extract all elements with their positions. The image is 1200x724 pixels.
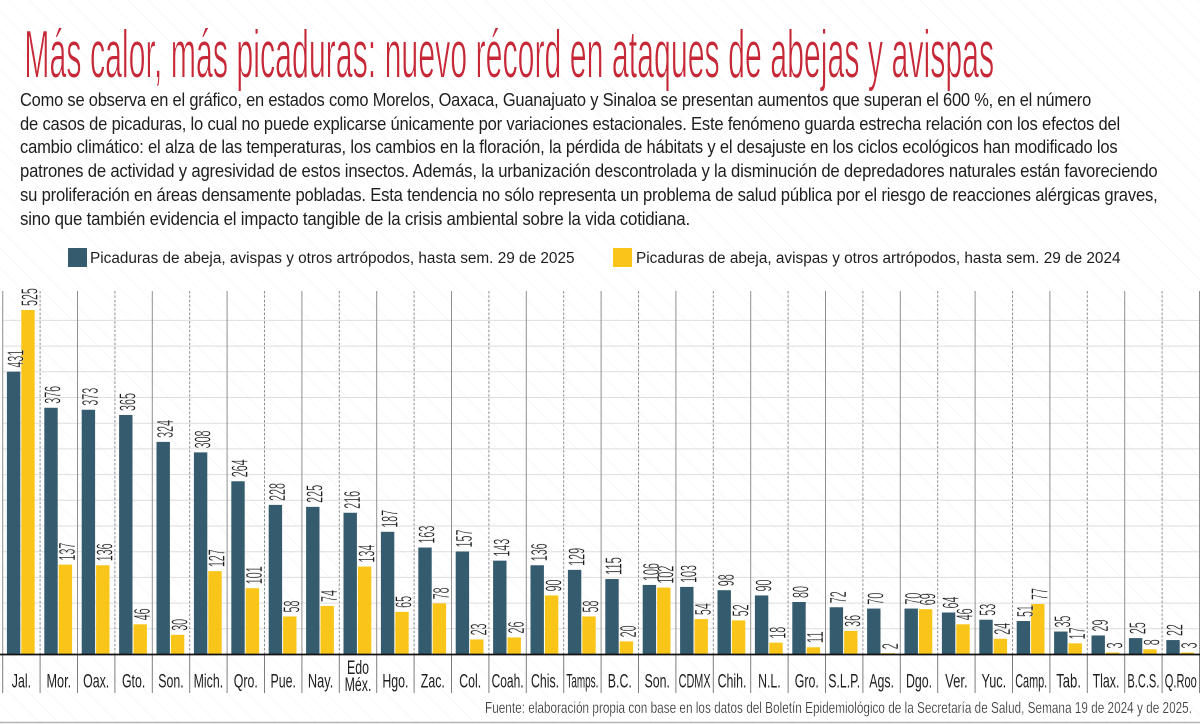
svg-text:Nay.: Nay. <box>308 672 333 693</box>
svg-text:2: 2 <box>877 643 903 649</box>
svg-text:B.C.: B.C. <box>608 672 632 693</box>
svg-text:Tamps.: Tamps. <box>566 672 598 693</box>
svg-text:Ags.: Ags. <box>869 672 894 693</box>
svg-text:90: 90 <box>750 580 776 592</box>
svg-text:CDMX: CDMX <box>679 672 711 693</box>
svg-text:17: 17 <box>1064 627 1090 639</box>
svg-text:Ver.: Ver. <box>945 672 968 693</box>
svg-text:134: 134 <box>353 545 379 563</box>
svg-text:Yuc.: Yuc. <box>981 672 1006 693</box>
svg-text:8: 8 <box>1139 639 1165 645</box>
svg-text:22: 22 <box>1162 624 1188 636</box>
svg-text:225: 225 <box>302 485 328 503</box>
svg-text:101: 101 <box>241 566 267 584</box>
svg-text:46: 46 <box>952 608 978 620</box>
svg-text:70: 70 <box>900 593 926 605</box>
svg-text:365: 365 <box>115 393 141 411</box>
svg-text:20: 20 <box>615 625 641 637</box>
svg-text:Qro.: Qro. <box>234 672 258 693</box>
svg-text:58: 58 <box>279 601 305 613</box>
svg-text:Dgo.: Dgo. <box>906 672 932 693</box>
svg-text:Zac.: Zac. <box>421 672 445 693</box>
svg-text:25: 25 <box>1124 622 1150 634</box>
svg-text:136: 136 <box>92 543 118 561</box>
svg-text:3: 3 <box>1101 643 1127 649</box>
svg-text:Edo: Edo <box>347 658 369 679</box>
svg-text:Son.: Son. <box>158 672 183 693</box>
svg-text:106: 106 <box>638 563 664 581</box>
svg-text:431: 431 <box>2 350 28 368</box>
svg-text:Pue.: Pue. <box>271 672 296 693</box>
svg-text:53: 53 <box>975 604 1001 616</box>
svg-text:Gro.: Gro. <box>795 672 819 693</box>
svg-text:Tab.: Tab. <box>1056 672 1081 693</box>
svg-text:Gto.: Gto. <box>122 672 145 693</box>
svg-text:Méx.: Méx. <box>345 675 372 696</box>
svg-text:103: 103 <box>676 565 702 583</box>
svg-text:72: 72 <box>825 591 851 603</box>
svg-text:52: 52 <box>727 604 753 616</box>
svg-text:74: 74 <box>316 590 342 602</box>
svg-text:525: 525 <box>17 288 43 306</box>
svg-text:Oax.: Oax. <box>83 672 109 693</box>
svg-text:Chis.: Chis. <box>531 672 559 693</box>
svg-text:69: 69 <box>914 593 940 605</box>
svg-text:30: 30 <box>166 619 192 631</box>
svg-text:78: 78 <box>428 587 454 599</box>
svg-text:23: 23 <box>466 624 492 636</box>
svg-text:Chih.: Chih. <box>718 672 747 693</box>
svg-text:136: 136 <box>526 543 552 561</box>
svg-text:11: 11 <box>802 631 828 643</box>
svg-text:29: 29 <box>1087 620 1113 632</box>
svg-text:51: 51 <box>1012 605 1038 617</box>
svg-text:157: 157 <box>451 530 477 548</box>
svg-text:54: 54 <box>690 603 716 615</box>
svg-text:143: 143 <box>489 539 515 557</box>
svg-text:Mich.: Mich. <box>194 672 224 693</box>
svg-text:80: 80 <box>788 586 814 598</box>
svg-text:3: 3 <box>1176 643 1200 649</box>
svg-text:127: 127 <box>204 549 230 567</box>
svg-text:N.L.: N.L. <box>758 672 781 693</box>
svg-text:Más calor, más picaduras: nuev: Más calor, más picaduras: nuevo récord e… <box>24 17 994 93</box>
svg-text:90: 90 <box>540 580 566 592</box>
svg-text:228: 228 <box>264 483 290 501</box>
svg-text:324: 324 <box>152 420 178 438</box>
svg-text:77: 77 <box>1027 588 1053 600</box>
svg-text:24: 24 <box>989 623 1015 635</box>
svg-text:115: 115 <box>601 557 627 575</box>
svg-text:187: 187 <box>376 510 402 528</box>
svg-text:Fuente: elaboración propia con: Fuente: elaboración propia con base en l… <box>485 700 1192 717</box>
svg-text:64: 64 <box>937 597 963 609</box>
svg-text:264: 264 <box>227 459 253 477</box>
svg-text:Hgo.: Hgo. <box>382 672 408 693</box>
svg-text:216: 216 <box>339 491 365 509</box>
svg-text:70: 70 <box>863 593 889 605</box>
svg-text:Coah.: Coah. <box>492 672 524 693</box>
svg-text:Mor.: Mor. <box>46 672 71 693</box>
svg-text:137: 137 <box>54 543 80 561</box>
svg-text:163: 163 <box>414 526 440 544</box>
svg-text:58: 58 <box>578 601 604 613</box>
svg-text:Camp.: Camp. <box>1015 672 1047 693</box>
svg-text:Son.: Son. <box>645 672 670 693</box>
svg-text:46: 46 <box>129 608 155 620</box>
svg-text:Jal.: Jal. <box>12 672 31 693</box>
svg-text:102: 102 <box>653 566 679 584</box>
svg-text:36: 36 <box>840 615 866 627</box>
svg-text:18: 18 <box>765 627 791 639</box>
svg-text:Tlax.: Tlax. <box>1093 672 1120 693</box>
svg-text:308: 308 <box>189 430 215 448</box>
svg-text:Col.: Col. <box>459 672 481 693</box>
svg-text:35: 35 <box>1050 616 1076 628</box>
svg-text:98: 98 <box>713 574 739 586</box>
svg-text:376: 376 <box>40 386 66 404</box>
svg-text:S.L.P.: S.L.P. <box>828 672 860 693</box>
svg-text:373: 373 <box>77 388 103 406</box>
svg-text:65: 65 <box>391 596 417 608</box>
svg-text:26: 26 <box>503 622 529 634</box>
svg-text:B.C.S.: B.C.S. <box>1127 672 1159 693</box>
svg-text:Q.Roo: Q.Roo <box>1165 672 1197 693</box>
svg-text:129: 129 <box>563 548 589 566</box>
